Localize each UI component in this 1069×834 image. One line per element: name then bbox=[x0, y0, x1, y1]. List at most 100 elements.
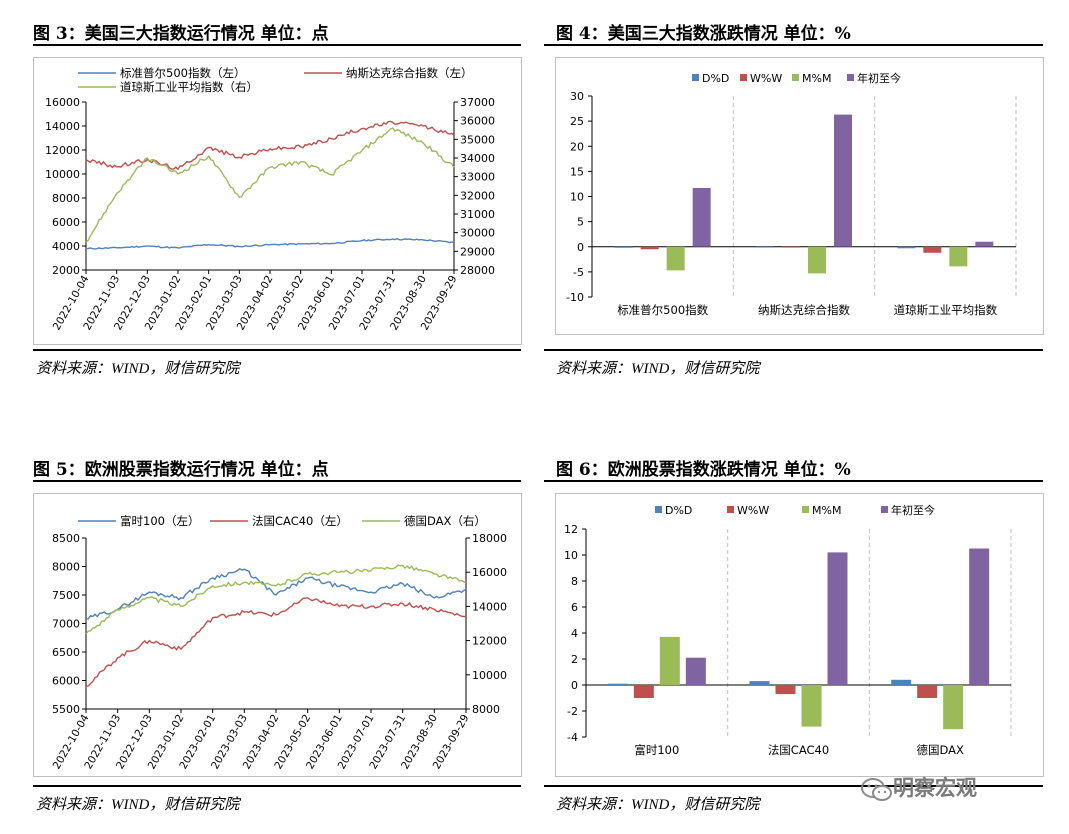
bar bbox=[692, 187, 711, 247]
legend-label: 标准普尔500指数（左） bbox=[120, 66, 245, 80]
y-tick-label: 20 bbox=[570, 140, 584, 153]
y-tick-label: 4 bbox=[571, 627, 578, 640]
source-rule bbox=[544, 349, 1043, 351]
bar bbox=[827, 552, 848, 685]
source-note: 资料来源：WIND，财信研究院 bbox=[556, 797, 760, 813]
y-tick-label: -5 bbox=[573, 266, 584, 279]
bar bbox=[607, 683, 628, 685]
bar bbox=[834, 114, 852, 247]
bar bbox=[917, 685, 938, 698]
series-line bbox=[85, 120, 455, 171]
legend-label: 年初至今 bbox=[857, 71, 901, 85]
y-tick-label-left: 2000 bbox=[52, 264, 80, 277]
bar bbox=[782, 246, 800, 248]
y-tick-label: -10 bbox=[566, 291, 584, 304]
y-tick-label: 0 bbox=[577, 241, 584, 254]
chart-frame: 16000 14000 12000 10000 8000 6000 4000 2000 3700… bbox=[33, 57, 522, 345]
bar bbox=[640, 246, 659, 250]
y-tick-label-left: 6500 bbox=[52, 646, 80, 659]
y-tick-label-right: 35000 bbox=[460, 133, 495, 146]
legend-label: D%D bbox=[665, 504, 692, 517]
source-note: 资料来源：WIND，财信研究院 bbox=[36, 797, 240, 813]
y-tick-label-right: 37000 bbox=[460, 96, 495, 109]
chart-frame: 12 10 8 6 4 2 0 -2 -4 富时100 法国CAC40 德国DAX D%D W%W M%M 年… bbox=[555, 493, 1044, 777]
source-rule bbox=[544, 785, 1043, 787]
legend-label: 年初至今 bbox=[891, 503, 935, 517]
y-tick-label: -4 bbox=[567, 731, 578, 744]
y-tick-label-left: 16000 bbox=[45, 96, 80, 109]
y-tick-label-left: 7000 bbox=[52, 618, 80, 631]
series-line bbox=[85, 127, 455, 243]
category-label: 标准普尔500指数 bbox=[617, 303, 708, 317]
category-label: 纳斯达克综合指数 bbox=[758, 303, 850, 317]
y-tick-label-right: 10000 bbox=[472, 669, 507, 682]
bar bbox=[949, 246, 968, 267]
legend-swatch bbox=[847, 74, 854, 81]
series-line bbox=[85, 567, 467, 620]
legend-label: D%D bbox=[702, 72, 729, 85]
y-tick-label-left: 8000 bbox=[52, 192, 80, 205]
y-tick-label: 10 bbox=[570, 191, 584, 204]
series-line bbox=[85, 564, 467, 635]
us-index-bar-chart: 30 25 20 15 10 5 0 -5 -10 标准普尔500指数 纳斯达克综合指数 道琼斯工业平… bbox=[566, 71, 1017, 317]
y-tick-label-right: 31000 bbox=[460, 208, 495, 221]
y-tick-label: 12 bbox=[564, 523, 578, 536]
y-tick-label-right: 8000 bbox=[472, 703, 500, 716]
y-tick-label: 10 bbox=[564, 549, 578, 562]
bar bbox=[614, 246, 633, 248]
legend-swatch bbox=[802, 506, 809, 513]
y-tick-label-left: 14000 bbox=[45, 120, 80, 133]
y-tick-label: 15 bbox=[570, 165, 584, 178]
source-note: 资料来源：WIND，财信研究院 bbox=[36, 361, 240, 377]
y-tick-label: -2 bbox=[567, 705, 578, 718]
eu-index-bar-chart: 12 10 8 6 4 2 0 -2 -4 富时100 法国CAC40 德国DAX D%D W%W M%M 年… bbox=[564, 503, 1012, 757]
legend-swatch bbox=[655, 506, 662, 513]
panel-title: 图 3：美国三大指数运行情况 单位：点 bbox=[33, 24, 329, 44]
y-tick-label-left: 10000 bbox=[45, 168, 80, 181]
y-tick-label-right: 18000 bbox=[472, 532, 507, 545]
legend-label: W%W bbox=[737, 504, 769, 517]
us-index-line-chart: 16000 14000 12000 10000 8000 6000 4000 2000 3700… bbox=[45, 66, 495, 332]
category-label: 法国CAC40 bbox=[768, 743, 829, 757]
y-tick-label-left: 5500 bbox=[52, 703, 80, 716]
bar bbox=[969, 548, 990, 685]
legend-label: 纳斯达克综合指数（左） bbox=[346, 66, 473, 80]
y-tick-label-left: 6000 bbox=[52, 216, 80, 229]
legend-swatch bbox=[740, 74, 747, 81]
legend-label: W%W bbox=[750, 72, 782, 85]
y-tick-label-right: 34000 bbox=[460, 152, 495, 165]
y-tick-label-right: 32000 bbox=[460, 189, 495, 202]
source-rule bbox=[33, 349, 521, 351]
bar bbox=[801, 685, 822, 727]
chart-frame: 8500 8000 7500 7000 6500 6000 5500 18000 16000 14… bbox=[33, 493, 522, 777]
y-tick-label-right: 14000 bbox=[472, 600, 507, 613]
panel-title: 图 6：欧洲股票指数涨跌情况 单位：% bbox=[556, 460, 851, 480]
legend-swatch bbox=[792, 74, 799, 81]
y-tick-label-right: 33000 bbox=[460, 171, 495, 184]
y-tick-label-right: 12000 bbox=[472, 635, 507, 648]
wechat-icon bbox=[861, 778, 892, 801]
bar bbox=[666, 246, 685, 271]
panel-title: 图 5：欧洲股票指数运行情况 单位：点 bbox=[33, 460, 329, 480]
bar bbox=[749, 681, 770, 685]
legend-label: 法国CAC40（左） bbox=[252, 514, 348, 528]
legend-swatch bbox=[881, 506, 888, 513]
legend-label: M%M bbox=[802, 72, 831, 85]
y-tick-label: 2 bbox=[571, 653, 578, 666]
title-rule bbox=[33, 44, 521, 46]
y-tick-label-right: 30000 bbox=[460, 227, 495, 240]
y-tick-label-right: 28000 bbox=[460, 264, 495, 277]
legend-swatch bbox=[692, 74, 699, 81]
y-tick-label: 30 bbox=[570, 90, 584, 103]
legend-swatch bbox=[727, 506, 734, 513]
source-rule bbox=[33, 785, 521, 787]
chart-frame: 30 25 20 15 10 5 0 -5 -10 标准普尔500指数 纳斯达克综合指数 道琼斯工业平… bbox=[555, 57, 1044, 335]
panel-title: 图 4：美国三大指数涨跌情况 单位：% bbox=[556, 24, 851, 44]
category-label: 德国DAX bbox=[916, 743, 964, 757]
series-line bbox=[85, 237, 455, 250]
legend-label: 富时100（左） bbox=[120, 514, 199, 528]
y-tick-label-right: 16000 bbox=[472, 566, 507, 579]
bar bbox=[943, 685, 964, 730]
category-label: 富时100 bbox=[634, 743, 679, 757]
y-tick-label: 0 bbox=[571, 679, 578, 692]
